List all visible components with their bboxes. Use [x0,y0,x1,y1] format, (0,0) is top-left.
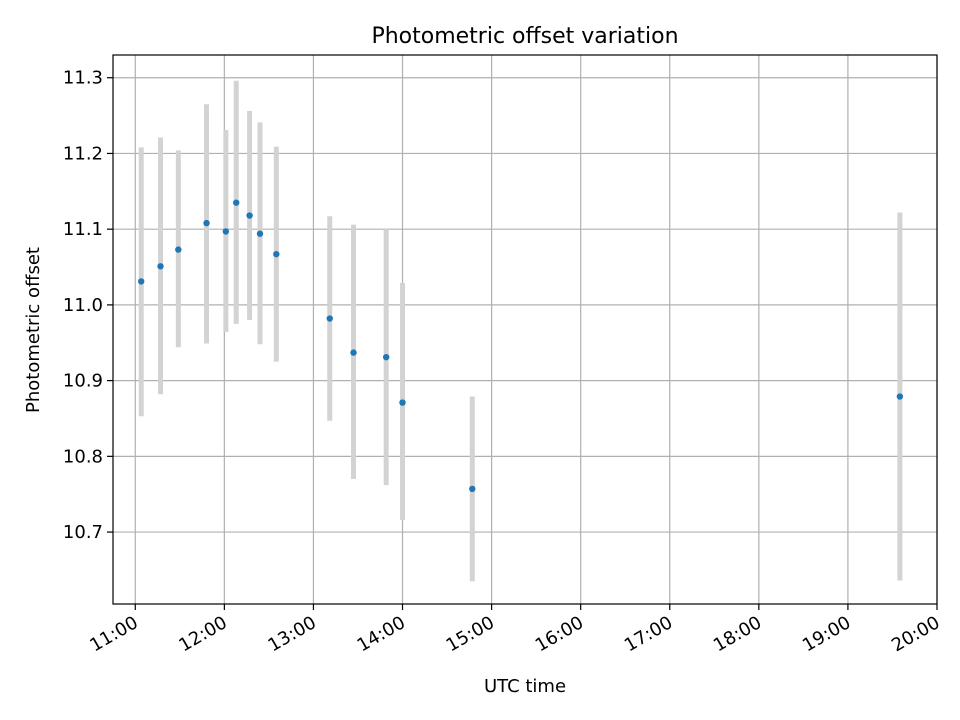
data-point [273,250,280,258]
y-axis-ticks: 10.7 10.8 10.9 11.0 11.1 11.2 11.3 [63,68,113,543]
y-tick-label: 10.7 [63,522,103,543]
y-tick-label: 10.8 [63,446,103,467]
x-tick-label: 18:00 [710,612,765,656]
plot-frame [112,54,938,605]
x-axis-label: UTC time [484,676,566,697]
data-point [399,399,406,406]
y-tick-label: 11.1 [63,219,103,240]
x-tick-label: 11:00 [86,612,141,656]
y-tick-label: 11.3 [63,68,103,89]
data-point [203,219,210,227]
x-tick-label: 16:00 [532,612,587,656]
y-tick-label: 11.0 [63,295,103,316]
data-point [246,212,253,219]
chart-title: Photometric offset variation [371,24,678,49]
x-tick-label: 17:00 [621,612,676,656]
data-points [138,199,904,493]
grid-lines [113,55,938,604]
y-axis-label: Photometric offset [23,247,44,413]
data-point [382,353,390,361]
data-point [469,485,476,493]
error-bars [138,80,903,582]
y-tick-label: 10.9 [63,371,103,392]
data-point [326,315,333,322]
data-point [350,349,357,356]
x-tick-label: 13:00 [265,612,320,656]
data-point [175,246,182,253]
data-point [233,199,240,206]
x-tick-label: 12:00 [175,612,230,656]
data-point [157,263,164,270]
x-tick-label: 19:00 [799,612,854,656]
x-tick-label: 14:00 [354,612,409,656]
data-point [896,393,904,400]
x-tick-label: 15:00 [443,612,498,656]
data-point [138,278,145,285]
x-tick-label: 20:00 [888,612,943,656]
y-tick-label: 11.2 [63,143,103,164]
x-axis-ticks: 11:00 12:00 13:00 14:00 15:00 16:00 17:00 18:00… [86,604,944,656]
data-point [222,228,230,235]
data-point [256,230,264,237]
